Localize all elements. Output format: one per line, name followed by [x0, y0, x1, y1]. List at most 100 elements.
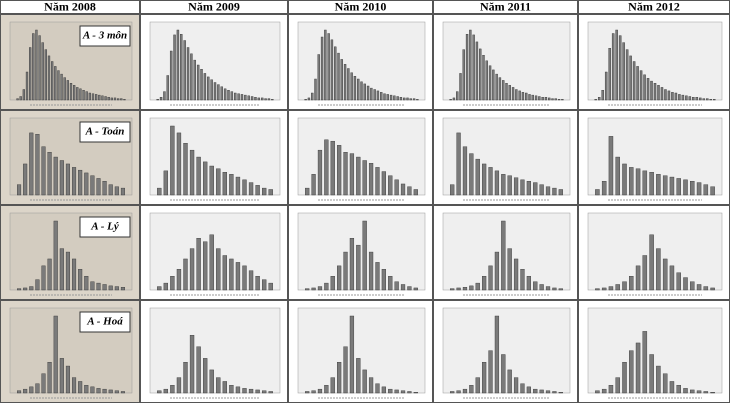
bar [196, 346, 201, 394]
bar [159, 96, 163, 101]
bar [671, 92, 674, 101]
bar [53, 220, 58, 291]
bar [381, 171, 386, 196]
bar [389, 94, 393, 101]
bar [696, 284, 702, 291]
bar [690, 281, 695, 291]
bar [114, 390, 119, 394]
bar [548, 97, 551, 101]
bar [207, 76, 210, 101]
bar [513, 177, 519, 196]
header-cell [0, 0, 140, 14]
bar [59, 358, 64, 394]
bar [625, 49, 629, 101]
bar [368, 163, 374, 196]
bar [29, 286, 34, 291]
row-label: A - Toán [85, 126, 125, 138]
bar [656, 365, 661, 394]
bar [200, 68, 203, 101]
bar [492, 69, 495, 101]
plot-area [442, 307, 571, 394]
bar [173, 34, 176, 101]
bar [388, 175, 393, 196]
bar [163, 388, 169, 394]
bar [248, 182, 254, 196]
bar [526, 386, 531, 394]
bar [710, 287, 715, 291]
bar [108, 285, 113, 291]
bar [386, 94, 389, 101]
bar [98, 94, 101, 101]
bar [166, 75, 170, 101]
bar [53, 156, 58, 196]
bar [85, 91, 88, 101]
header-cell [433, 0, 578, 14]
bar [311, 174, 316, 196]
bar [688, 96, 692, 101]
bar [498, 77, 502, 101]
bar [305, 288, 310, 291]
bar [262, 187, 267, 196]
bar [595, 189, 600, 196]
bar [710, 186, 715, 196]
plot-area [297, 212, 426, 291]
bar [17, 184, 22, 196]
bar [94, 94, 98, 101]
bar [35, 383, 40, 394]
bar [101, 95, 104, 101]
bar [343, 64, 347, 101]
bar [375, 383, 380, 394]
row-label: A - Hoá [86, 316, 123, 328]
bar [25, 71, 29, 101]
bar [203, 73, 207, 101]
bar [96, 282, 101, 291]
bar [642, 331, 648, 394]
column-header: Năm 2008 [44, 0, 96, 13]
bar [216, 248, 221, 291]
bar [635, 265, 641, 291]
plot-area [587, 117, 723, 196]
bar [66, 80, 69, 101]
bar [416, 99, 419, 101]
bar [508, 85, 511, 101]
bar [394, 281, 399, 291]
bar [19, 96, 22, 101]
bar [545, 286, 551, 291]
row-label: A - 3 môn [82, 30, 127, 42]
bar [235, 386, 241, 394]
bar [660, 87, 664, 101]
bar [76, 87, 79, 101]
bar [558, 288, 563, 291]
bar [196, 238, 201, 291]
bar [356, 358, 361, 394]
bar [494, 251, 500, 291]
bar [699, 97, 702, 101]
bar [676, 385, 681, 394]
bar [507, 369, 512, 394]
bar [635, 168, 641, 196]
bar [657, 85, 660, 101]
bar [669, 176, 675, 196]
bar [495, 73, 498, 101]
bar [330, 140, 335, 196]
bar [552, 187, 557, 196]
bar [108, 389, 113, 394]
bar [230, 91, 234, 101]
bar [667, 90, 671, 101]
bar [690, 389, 695, 394]
bar [157, 187, 162, 196]
bar [656, 248, 661, 291]
bar [22, 89, 25, 101]
bar [482, 276, 487, 291]
bar [518, 90, 521, 101]
bar [394, 179, 399, 196]
row-label: A - Lý [90, 221, 119, 233]
bar [337, 145, 342, 196]
bar [622, 281, 627, 291]
bar [615, 377, 620, 394]
bar [255, 276, 260, 291]
bar [189, 149, 195, 196]
bar [629, 350, 634, 394]
bar [676, 178, 681, 196]
bar [334, 46, 337, 101]
